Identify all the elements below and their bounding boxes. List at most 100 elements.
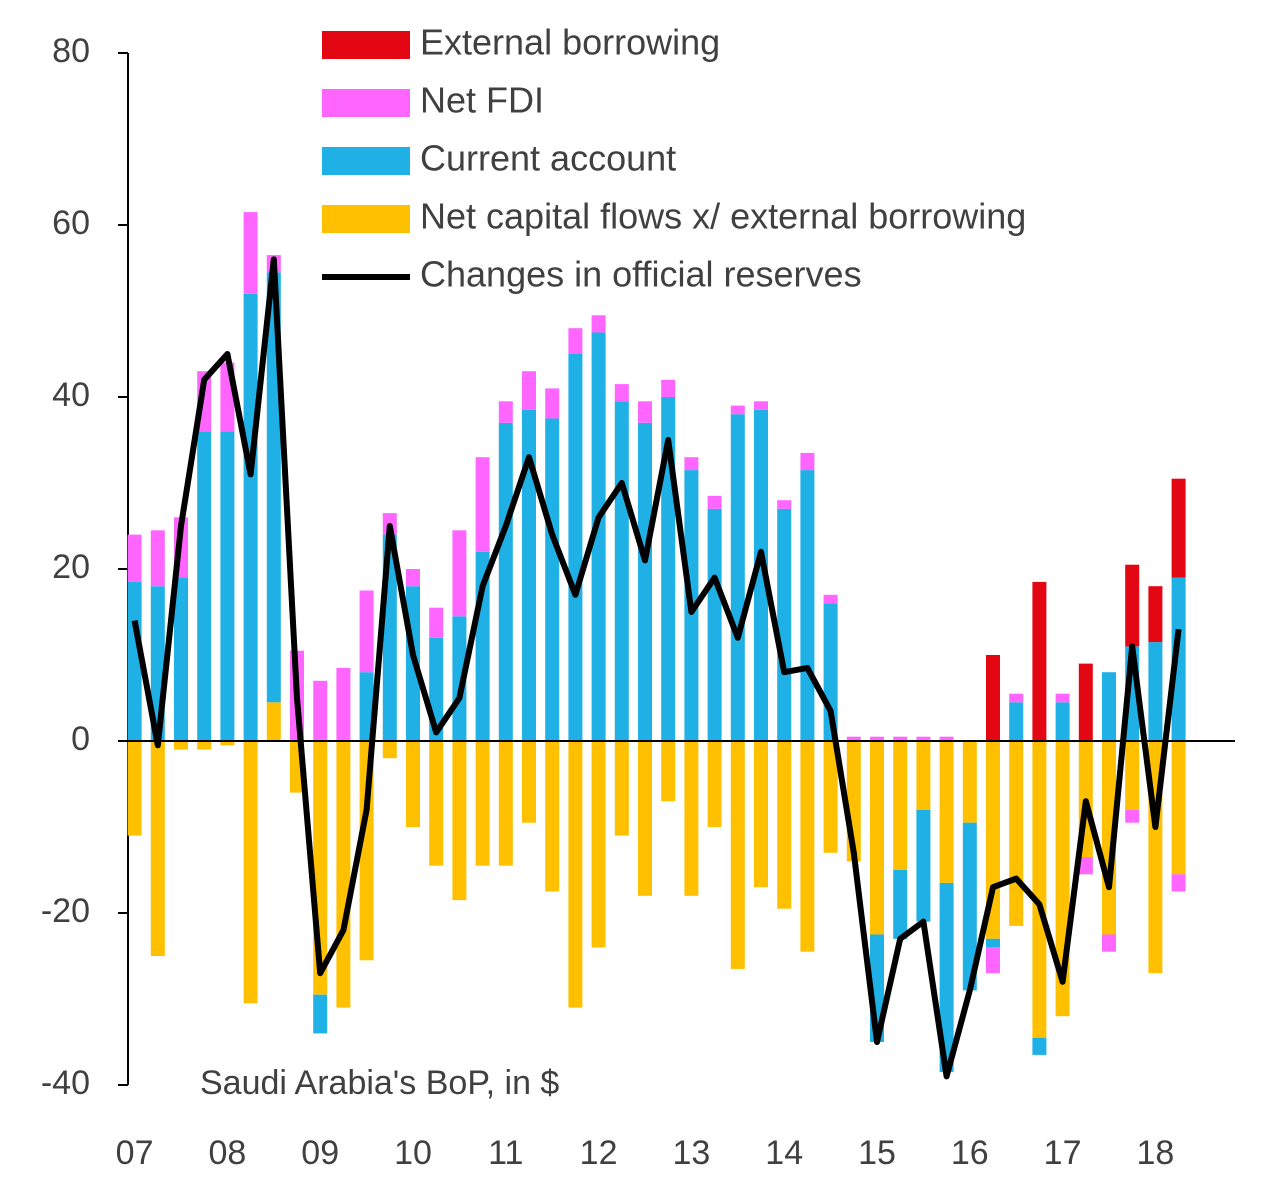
bar — [452, 741, 467, 901]
bar — [939, 741, 954, 883]
bar — [1055, 702, 1070, 741]
bar — [475, 457, 490, 552]
bar — [591, 332, 606, 741]
bar — [452, 530, 467, 617]
bar — [870, 736, 884, 741]
bar — [197, 741, 212, 750]
bar — [1125, 809, 1140, 823]
bar — [777, 508, 792, 741]
bar — [522, 741, 536, 823]
y-tick-label: -40 — [41, 1064, 90, 1102]
bar — [870, 741, 884, 935]
bar — [707, 508, 722, 741]
bar — [823, 741, 838, 853]
bar — [568, 328, 583, 354]
bar — [220, 431, 235, 741]
legend-label: Changes in official reserves — [420, 254, 862, 295]
x-tick-label: 11 — [488, 1134, 523, 1172]
bar — [150, 530, 165, 587]
bar — [522, 409, 536, 741]
bar — [986, 947, 1000, 974]
bar — [614, 401, 629, 741]
x-tick-label: 08 — [208, 1134, 246, 1172]
bar — [1171, 874, 1186, 892]
bar — [243, 212, 258, 294]
bar — [359, 672, 374, 741]
y-tick-label: 60 — [52, 204, 90, 242]
bar — [568, 741, 583, 1008]
bar — [707, 495, 722, 509]
bar — [522, 371, 536, 410]
bar — [174, 741, 188, 750]
bar — [1009, 693, 1024, 703]
bar — [1171, 577, 1186, 741]
bar — [568, 354, 583, 741]
bar — [127, 741, 142, 836]
bar — [336, 741, 351, 1008]
legend-swatch — [322, 205, 410, 233]
bar — [336, 667, 351, 741]
x-tick-label: 18 — [1136, 1134, 1174, 1172]
bar — [614, 384, 629, 402]
bar — [243, 293, 258, 741]
bar — [684, 741, 699, 896]
bar — [893, 741, 908, 870]
bar — [1148, 642, 1163, 741]
bar — [962, 741, 977, 823]
legend-label: External borrowing — [420, 22, 720, 63]
bar — [406, 741, 420, 827]
bar — [174, 577, 188, 741]
bar — [197, 431, 212, 741]
legend-swatch — [322, 31, 410, 59]
bar — [220, 741, 235, 746]
bar — [800, 470, 815, 741]
legend-label: Current account — [420, 138, 676, 179]
x-tick-label: 15 — [858, 1134, 896, 1172]
legend-label: Net capital flows x/ external borrowing — [420, 196, 1026, 237]
bar — [638, 422, 652, 741]
x-tick-label: 12 — [580, 1134, 618, 1172]
bar — [754, 741, 768, 888]
bar — [939, 882, 954, 1073]
bar — [406, 569, 420, 587]
bar — [591, 741, 606, 948]
bar — [475, 741, 490, 866]
bar — [127, 534, 142, 582]
bar — [1078, 857, 1093, 875]
bar — [313, 680, 328, 741]
y-tick-label: 0 — [71, 720, 90, 758]
bar — [684, 457, 699, 471]
bar — [777, 500, 792, 509]
bar — [800, 741, 815, 952]
bar — [545, 388, 560, 419]
bar — [1125, 564, 1140, 647]
bar — [638, 741, 652, 896]
bar — [986, 938, 1000, 948]
bar — [1171, 741, 1186, 875]
bar — [777, 741, 792, 909]
bar — [1078, 663, 1093, 741]
bar — [939, 736, 954, 741]
bar — [986, 655, 1000, 741]
bar — [846, 736, 861, 741]
bar — [614, 741, 629, 836]
bar — [1148, 586, 1163, 643]
bar — [1032, 581, 1047, 741]
x-tick-label: 17 — [1044, 1134, 1082, 1172]
bar — [707, 741, 722, 827]
bar — [1102, 934, 1116, 952]
bar — [800, 452, 815, 471]
bar — [429, 741, 444, 866]
bar — [916, 809, 931, 922]
bar — [591, 315, 606, 333]
bar — [754, 409, 768, 741]
bar — [498, 401, 513, 423]
bar — [1009, 702, 1024, 741]
bar — [962, 822, 977, 991]
bar — [1125, 741, 1140, 810]
bar — [545, 418, 560, 741]
y-tick-label: 80 — [52, 32, 90, 70]
bar — [150, 741, 165, 956]
bar — [313, 994, 328, 1034]
